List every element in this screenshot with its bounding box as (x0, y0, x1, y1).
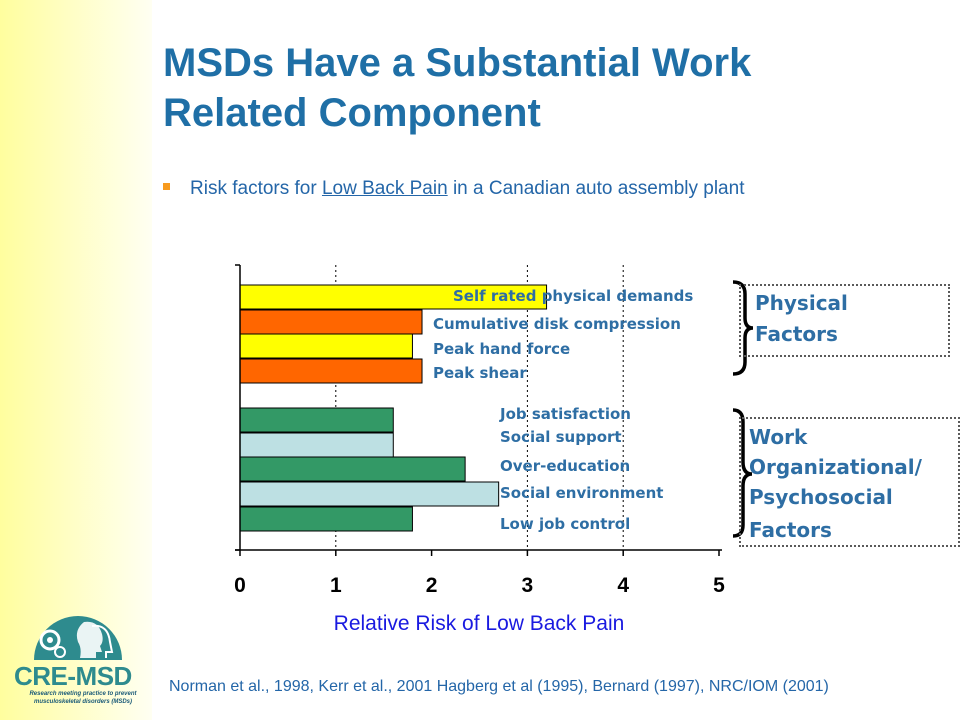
physical-label-line-1: Physical (755, 291, 848, 315)
psychosocial-label-line-3: Psychosocial (749, 485, 893, 509)
bar-label: Cumulative disk compression (433, 315, 681, 333)
psychosocial-label-line-4: Factors (749, 518, 832, 542)
bar-label: Self rated physical demands (453, 287, 693, 305)
bar-label: Over-education (500, 457, 630, 475)
logo-name: CRE-MSD (14, 661, 132, 691)
x-tick-label: 2 (426, 574, 438, 597)
bullet-text-pre: Risk factors for (190, 178, 322, 199)
bar-label: Job satisfaction (499, 405, 631, 423)
bar (239, 333, 413, 359)
physical-brace-icon (732, 280, 754, 376)
bar (239, 432, 394, 458)
bullet-point: Risk factors for Low Back Pain in a Cana… (163, 178, 744, 200)
bullet-text-post: in a Canadian auto assembly plant (447, 178, 745, 199)
cre-msd-logo-icon (34, 616, 122, 660)
x-tick-label: 3 (522, 574, 534, 597)
psychosocial-factors-box (739, 417, 960, 547)
psychosocial-brace-icon (732, 408, 753, 538)
bar-label: Social environment (500, 484, 663, 502)
title-line-1: MSDs Have a Substantial Work (163, 41, 752, 85)
bars (239, 284, 548, 532)
physical-factors-label: Physical Factors (755, 288, 848, 350)
x-tick-label: 4 (617, 574, 629, 597)
psychosocial-label-line-1: Work (749, 425, 808, 449)
bar-label: Peak hand force (433, 340, 570, 358)
citation-text: Norman et al., 1998, Kerr et al., 2001 H… (169, 678, 829, 695)
x-tick-labels: 0 1 2 3 4 5 (234, 574, 725, 597)
physical-label-line-2: Factors (755, 322, 838, 346)
bar (239, 358, 423, 384)
bar-label: Social support (500, 428, 622, 446)
bar (239, 481, 500, 507)
bullet-link-text: Low Back Pain (321, 178, 448, 199)
title-line-2: Related Component (163, 91, 541, 135)
bar (239, 456, 466, 482)
slide-title: MSDs Have a Substantial Work Related Com… (163, 38, 923, 138)
logo-tagline: Research meeting practice to prevent mus… (29, 691, 137, 705)
bar-labels: Self rated physical demands Cumulative di… (433, 287, 693, 533)
side-band (0, 0, 152, 720)
bullet-square-icon (163, 183, 170, 191)
axes (235, 264, 722, 556)
x-tick-label: 5 (713, 574, 725, 597)
x-tick-label: 1 (330, 574, 342, 597)
bar (239, 309, 423, 335)
bar (239, 506, 413, 532)
psychosocial-label-line-2: Organizational/ (749, 455, 922, 479)
bar (239, 407, 394, 433)
psychosocial-factors-label: Work Organizational/ Psychosocial Factor… (749, 422, 922, 545)
x-axis-title: Relative Risk of Low Back Pain (334, 612, 625, 635)
bar-label: Low job control (500, 515, 630, 533)
x-tick-label: 0 (234, 574, 246, 597)
physical-factors-box (739, 284, 950, 357)
bar-label: Peak shear (433, 364, 527, 382)
